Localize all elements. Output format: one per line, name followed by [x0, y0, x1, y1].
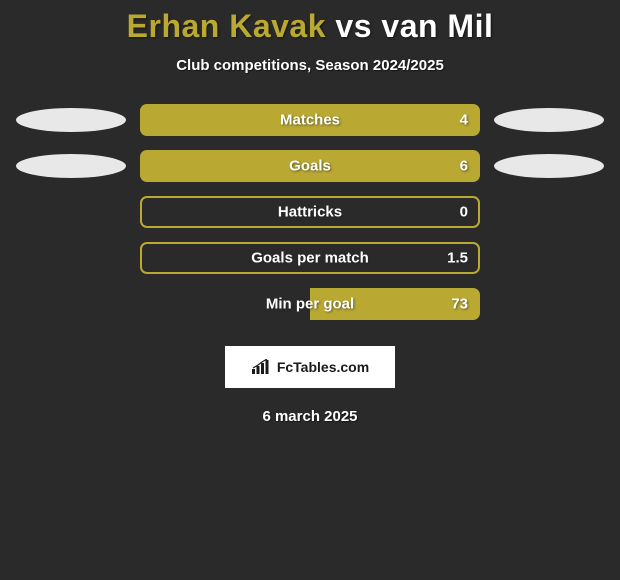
left-marker-icon — [16, 108, 126, 132]
page-title: Erhan Kavak vs van Mil — [0, 8, 620, 45]
player2-name: van Mil — [381, 8, 493, 44]
bar-wrap: Hattricks 0 — [140, 196, 480, 228]
stat-row-hattricks: Hattricks 0 — [0, 196, 620, 228]
left-marker-icon — [16, 154, 126, 178]
stat-label: Hattricks — [278, 204, 342, 221]
right-marker-icon — [494, 108, 604, 132]
stats-list: Matches 4 Goals 6 Hattricks 0 — [0, 104, 620, 320]
bar-wrap: Min per goal 73 — [140, 288, 480, 320]
date-label: 6 march 2025 — [0, 408, 620, 425]
subtitle: Club competitions, Season 2024/2025 — [0, 57, 620, 74]
bar-wrap: Goals 6 — [140, 150, 480, 182]
stat-label: Goals — [289, 158, 331, 175]
stat-row-goals-per-match: Goals per match 1.5 — [0, 242, 620, 274]
stat-label: Matches — [280, 112, 340, 129]
stat-label: Min per goal — [266, 296, 354, 313]
stat-value: 1.5 — [447, 250, 468, 267]
stat-value: 0 — [460, 204, 468, 221]
stat-label: Goals per match — [251, 250, 369, 267]
comparison-widget: Erhan Kavak vs van Mil Club competitions… — [0, 0, 620, 425]
bar-wrap: Goals per match 1.5 — [140, 242, 480, 274]
vs-separator: vs — [335, 8, 372, 44]
brand-text: FcTables.com — [277, 359, 369, 375]
stat-row-goals: Goals 6 — [0, 150, 620, 182]
right-marker-icon — [494, 154, 604, 178]
stat-value: 73 — [451, 296, 468, 313]
brand-link[interactable]: FcTables.com — [225, 346, 395, 388]
stat-row-min-per-goal: Min per goal 73 — [0, 288, 620, 320]
bar-wrap: Matches 4 — [140, 104, 480, 136]
chart-icon — [251, 359, 271, 375]
player1-name: Erhan Kavak — [127, 8, 326, 44]
stat-value: 4 — [460, 112, 468, 129]
stat-value: 6 — [460, 158, 468, 175]
stat-row-matches: Matches 4 — [0, 104, 620, 136]
